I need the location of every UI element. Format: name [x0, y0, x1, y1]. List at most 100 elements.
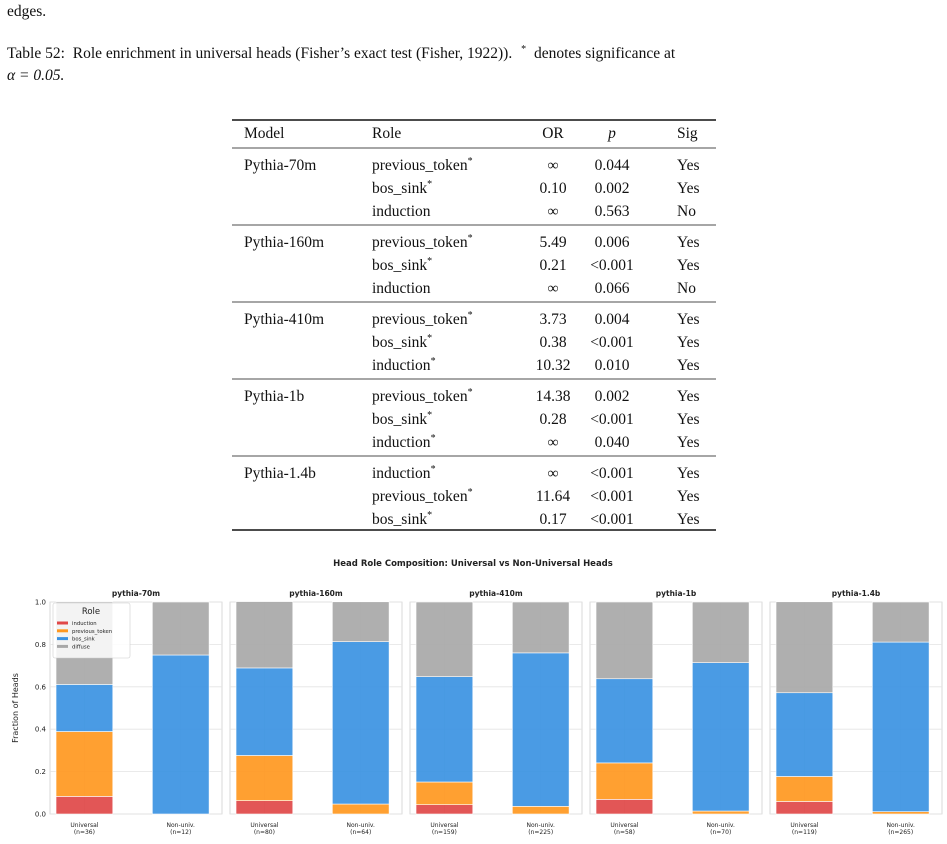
bar-segment: [332, 803, 390, 815]
table-or: 14.38: [536, 388, 571, 405]
table-header: Sig: [677, 125, 698, 142]
table-p: 0.044: [595, 157, 630, 174]
role-mark: *: [431, 464, 436, 475]
table-role: induction*: [372, 356, 436, 374]
x-tick-count: (n=265): [888, 829, 913, 836]
bar-segment: [872, 601, 930, 643]
table-sig: Yes: [677, 488, 700, 505]
bar-segment: [152, 601, 210, 656]
bar-segment: [235, 800, 294, 815]
x-tick-label: Universal: [430, 822, 458, 829]
bar-segment: [332, 641, 390, 805]
table-sig: Yes: [677, 234, 700, 251]
y-tick-label: 0.0: [35, 811, 46, 819]
x-tick-count: (n=80): [254, 829, 275, 836]
table-sig: No: [677, 280, 696, 297]
table-p: 0.010: [595, 357, 630, 374]
role-mark: *: [427, 179, 432, 190]
table-or: 10.32: [536, 357, 571, 374]
legend-label: bos_sink: [72, 637, 96, 643]
bar-segment: [775, 601, 834, 694]
table-sig: Yes: [677, 434, 700, 451]
x-tick-count: (n=70): [710, 829, 731, 836]
bar-segment: [872, 811, 930, 815]
text-fragment: edges.: [7, 3, 46, 20]
bar-segment: [512, 652, 570, 807]
x-tick-label: Non-univ.: [887, 822, 915, 829]
table-p: 0.040: [595, 434, 630, 451]
bar-segment: [775, 801, 834, 815]
bar-segment: [415, 676, 474, 783]
table-p: 0.002: [595, 388, 630, 405]
table-p: <0.001: [590, 488, 634, 505]
role-mark: *: [427, 510, 432, 521]
table-model: Pythia-1b: [244, 388, 305, 405]
caption-star: *: [521, 44, 526, 55]
table-header: OR: [542, 125, 564, 142]
figure-title: Head Role Composition: Universal vs Non-…: [333, 559, 613, 569]
x-tick-label: Non-univ.: [347, 822, 375, 829]
x-tick-count: (n=36): [74, 829, 95, 836]
table-role: induction: [372, 280, 431, 297]
caption-label: Table 52:: [7, 45, 65, 62]
table-p: 0.563: [595, 203, 630, 220]
table-role: previous_token*: [372, 487, 473, 505]
x-tick-count: (n=225): [528, 829, 553, 836]
role-name: induction: [372, 280, 431, 297]
y-tick-label: 0.2: [35, 768, 46, 776]
bar-segment: [872, 641, 930, 812]
bar-segment: [415, 804, 474, 815]
role-mark: *: [468, 387, 473, 398]
role-name: bos_sink: [372, 511, 427, 528]
table-role: previous_token*: [372, 310, 473, 328]
table-sig: Yes: [677, 334, 700, 351]
table-or: ∞: [547, 203, 558, 220]
y-tick-label: 0.6: [35, 683, 47, 691]
subplot-title: pythia-1b: [656, 589, 697, 598]
role-mark: *: [468, 310, 473, 321]
table-sig: Yes: [677, 157, 700, 174]
role-name: induction: [372, 434, 431, 451]
x-tick-label: Universal: [70, 822, 98, 829]
role-name: previous_token: [372, 388, 468, 405]
table-role: previous_token*: [372, 156, 473, 174]
role-name: induction: [372, 357, 431, 374]
table-p: 0.006: [595, 234, 630, 251]
table-sig: Yes: [677, 511, 700, 528]
role-mark: *: [427, 333, 432, 344]
caption: Table 52: Role enrichment in universal h…: [7, 39, 676, 62]
x-tick-label: Universal: [610, 822, 638, 829]
table-or: 0.28: [539, 411, 566, 428]
role-name: previous_token: [372, 311, 468, 328]
bar-segment: [55, 731, 114, 797]
table-model: Pythia-160m: [244, 234, 324, 251]
subplot-title: pythia-410m: [469, 589, 523, 598]
table-or: 5.49: [539, 234, 566, 251]
bar-segment: [595, 799, 654, 815]
bar-segment: [775, 692, 834, 777]
table-p: 0.004: [595, 311, 630, 328]
role-mark: *: [468, 233, 473, 244]
table-p: <0.001: [590, 334, 634, 351]
bar-segment: [415, 781, 474, 805]
table-sig: Yes: [677, 311, 700, 328]
bar-segment: [415, 601, 474, 677]
table-or: ∞: [547, 157, 558, 174]
x-tick-count: (n=159): [432, 829, 457, 836]
legend-swatch: [57, 629, 68, 633]
bar-segment: [152, 654, 210, 815]
legend-swatch: [57, 621, 68, 625]
x-tick-label: Universal: [250, 822, 278, 829]
table-or: ∞: [547, 465, 558, 482]
subplot-title: pythia-160m: [289, 589, 343, 598]
table-role: bos_sink*: [372, 510, 432, 528]
table-or: 0.38: [539, 334, 566, 351]
y-tick-label: 1.0: [35, 599, 46, 607]
legend-label: previous_token: [72, 629, 112, 635]
table-sig: Yes: [677, 180, 700, 197]
table-header: Role: [372, 125, 401, 142]
table-p: <0.001: [590, 411, 634, 428]
bar-segment: [235, 755, 294, 801]
role-mark: *: [427, 410, 432, 421]
table-or: ∞: [547, 434, 558, 451]
